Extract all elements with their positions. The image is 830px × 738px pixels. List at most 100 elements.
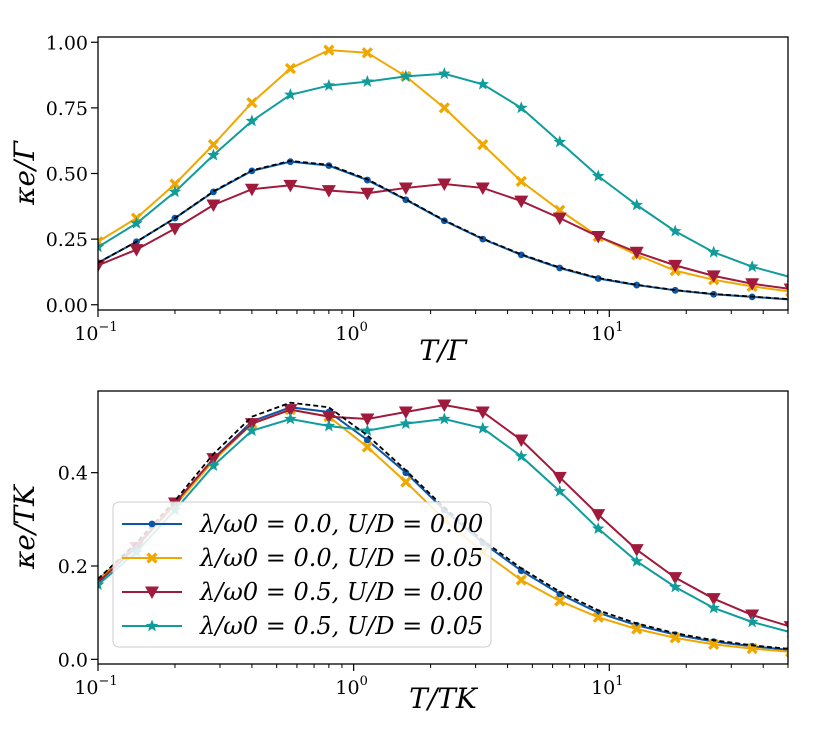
x-tick-label: 10−1 bbox=[74, 674, 117, 699]
data-point-series-4 bbox=[361, 75, 374, 87]
data-point-series-2 bbox=[554, 595, 566, 607]
data-point-series-3 bbox=[321, 411, 336, 424]
x-tick-base: 10 bbox=[335, 323, 359, 345]
data-point-series-4 bbox=[245, 424, 259, 437]
data-point-series-3 bbox=[475, 182, 490, 195]
y-tick-label: 0.25 bbox=[46, 229, 88, 251]
data-point-series-3 bbox=[437, 399, 452, 412]
data-point-series-3 bbox=[206, 199, 221, 212]
data-point-series-4 bbox=[207, 148, 220, 161]
data-point-series-4 bbox=[98, 240, 105, 253]
data-point-series-3 bbox=[167, 223, 182, 236]
legend-box bbox=[112, 501, 492, 648]
y-tick-label: 0.4 bbox=[58, 463, 88, 485]
x-tick-label: 101 bbox=[591, 674, 623, 699]
data-point-series-3 bbox=[706, 270, 721, 283]
x-tick-label: 100 bbox=[335, 320, 367, 345]
data-point-series-2 bbox=[169, 178, 181, 190]
legend-label-4: λ/ω0 = 0.5, U/D = 0.05 bbox=[199, 612, 483, 640]
data-point-series-4 bbox=[98, 578, 105, 591]
y-tick-label: 0.75 bbox=[46, 98, 88, 120]
plot-frame bbox=[97, 390, 789, 665]
data-point-series-2 bbox=[515, 175, 527, 187]
data-point-series-3 bbox=[514, 434, 529, 447]
x-tick-label: 101 bbox=[591, 320, 623, 345]
legend-label-2: λ/ω0 = 0.0, U/D = 0.05 bbox=[199, 544, 483, 572]
y-tick-label: 0.0 bbox=[58, 649, 88, 671]
data-point-series-3 bbox=[321, 185, 336, 198]
data-point-series-3 bbox=[668, 572, 683, 585]
data-point-series-2 bbox=[438, 102, 450, 114]
data-point-series-4 bbox=[553, 135, 567, 148]
data-point-series-2 bbox=[669, 632, 681, 644]
legend-label-1: λ/ω0 = 0.0, U/D = 0.00 bbox=[199, 510, 483, 538]
data-point-series-4 bbox=[745, 260, 759, 273]
data-point-series-3 bbox=[552, 212, 567, 226]
data-point-series-4 bbox=[284, 412, 297, 425]
y-axis-label: κe/TK bbox=[8, 483, 41, 570]
x-tick-exponent: −1 bbox=[99, 320, 118, 335]
data-point-series-3 bbox=[283, 404, 298, 417]
data-point-series-3 bbox=[629, 544, 644, 557]
data-point-series-4 bbox=[784, 274, 788, 283]
plot-frame bbox=[97, 36, 789, 311]
data-point-series-3 bbox=[668, 259, 683, 273]
data-point-series-2 bbox=[361, 441, 373, 453]
data-point-series-3 bbox=[129, 244, 144, 257]
data-point-series-4 bbox=[591, 522, 605, 535]
x-tick-base: 10 bbox=[74, 677, 98, 699]
data-point-series-1 bbox=[556, 264, 564, 272]
y-tick-label: 0.00 bbox=[46, 295, 88, 317]
data-point-series-2 bbox=[323, 44, 335, 56]
data-point-series-3 bbox=[244, 183, 259, 197]
series-line-4 bbox=[98, 72, 788, 278]
data-point-series-4 bbox=[245, 114, 259, 127]
legend-swatch-marker-3 bbox=[145, 586, 159, 599]
data-point-series-2 bbox=[592, 611, 604, 623]
data-point-series-4 bbox=[322, 78, 336, 91]
data-point-series-1 bbox=[594, 275, 602, 282]
data-point-series-4 bbox=[630, 554, 643, 567]
y-axis-label: κe/Γ bbox=[8, 140, 41, 206]
data-point-series-2 bbox=[400, 476, 412, 488]
data-point-series-4 bbox=[168, 185, 182, 198]
data-point-series-4 bbox=[130, 216, 143, 229]
data-point-series-3 bbox=[98, 259, 105, 273]
y-tick-label: 0.50 bbox=[46, 164, 88, 186]
data-point-series-3 bbox=[514, 195, 529, 209]
data-point-series-4 bbox=[438, 67, 451, 80]
data-point-series-2 bbox=[246, 97, 258, 109]
data-point-series-3 bbox=[360, 187, 375, 201]
data-point-series-3 bbox=[360, 413, 375, 426]
x-axis-label: T/Γ bbox=[419, 334, 468, 367]
data-point-series-3 bbox=[706, 593, 721, 606]
data-point-series-4 bbox=[668, 580, 682, 593]
legend-swatch-marker-4 bbox=[145, 619, 159, 632]
data-point-series-3 bbox=[398, 406, 413, 419]
x-tick-base: 10 bbox=[335, 677, 359, 699]
data-point-series-3 bbox=[283, 179, 298, 193]
data-point-series-4 bbox=[591, 169, 605, 182]
data-point-series-3 bbox=[745, 278, 760, 291]
data-point-series-4 bbox=[361, 424, 374, 437]
data-point-series-1 bbox=[633, 281, 641, 289]
data-point-series-3 bbox=[398, 182, 413, 195]
x-tick-base: 10 bbox=[591, 323, 615, 345]
data-point-series-4 bbox=[476, 77, 490, 90]
data-point-series-2 bbox=[477, 139, 489, 151]
legend-swatch-marker-2 bbox=[146, 552, 158, 564]
x-tick-base: 10 bbox=[74, 323, 98, 345]
x-tick-exponent: 1 bbox=[615, 674, 623, 689]
data-point-series-3 bbox=[783, 283, 788, 292]
data-point-series-4 bbox=[745, 615, 759, 628]
x-tick-label: 10−1 bbox=[74, 320, 117, 345]
data-point-series-4 bbox=[399, 69, 413, 82]
data-point-series-1 bbox=[363, 436, 371, 444]
legend-label-3: λ/ω0 = 0.5, U/D = 0.00 bbox=[199, 578, 483, 606]
legend: λ/ω0 = 0.0, U/D = 0.00 λ/ω0 = 0.0, U/D = … bbox=[112, 501, 492, 648]
data-point-series-4 bbox=[630, 198, 643, 211]
data-point-series-4 bbox=[784, 630, 788, 638]
series-group bbox=[98, 44, 788, 302]
